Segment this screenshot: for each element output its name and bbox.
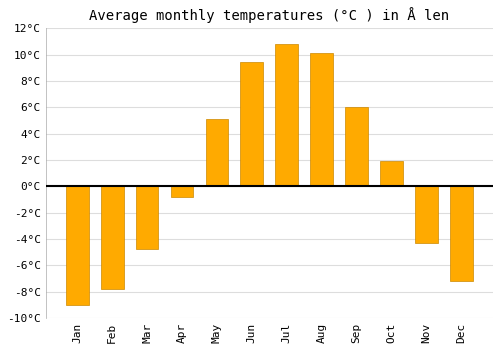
Bar xyxy=(66,186,88,305)
Bar xyxy=(450,186,472,281)
Bar xyxy=(206,119,229,186)
Bar xyxy=(276,44,298,186)
Bar xyxy=(170,186,194,197)
Bar xyxy=(101,186,124,289)
Bar xyxy=(415,186,438,243)
Bar xyxy=(136,186,158,250)
Bar xyxy=(380,161,403,186)
Bar xyxy=(240,62,263,186)
Bar xyxy=(346,107,368,186)
Title: Average monthly temperatures (°C ) in Å len: Average monthly temperatures (°C ) in Å … xyxy=(89,7,450,23)
Bar xyxy=(310,53,333,186)
